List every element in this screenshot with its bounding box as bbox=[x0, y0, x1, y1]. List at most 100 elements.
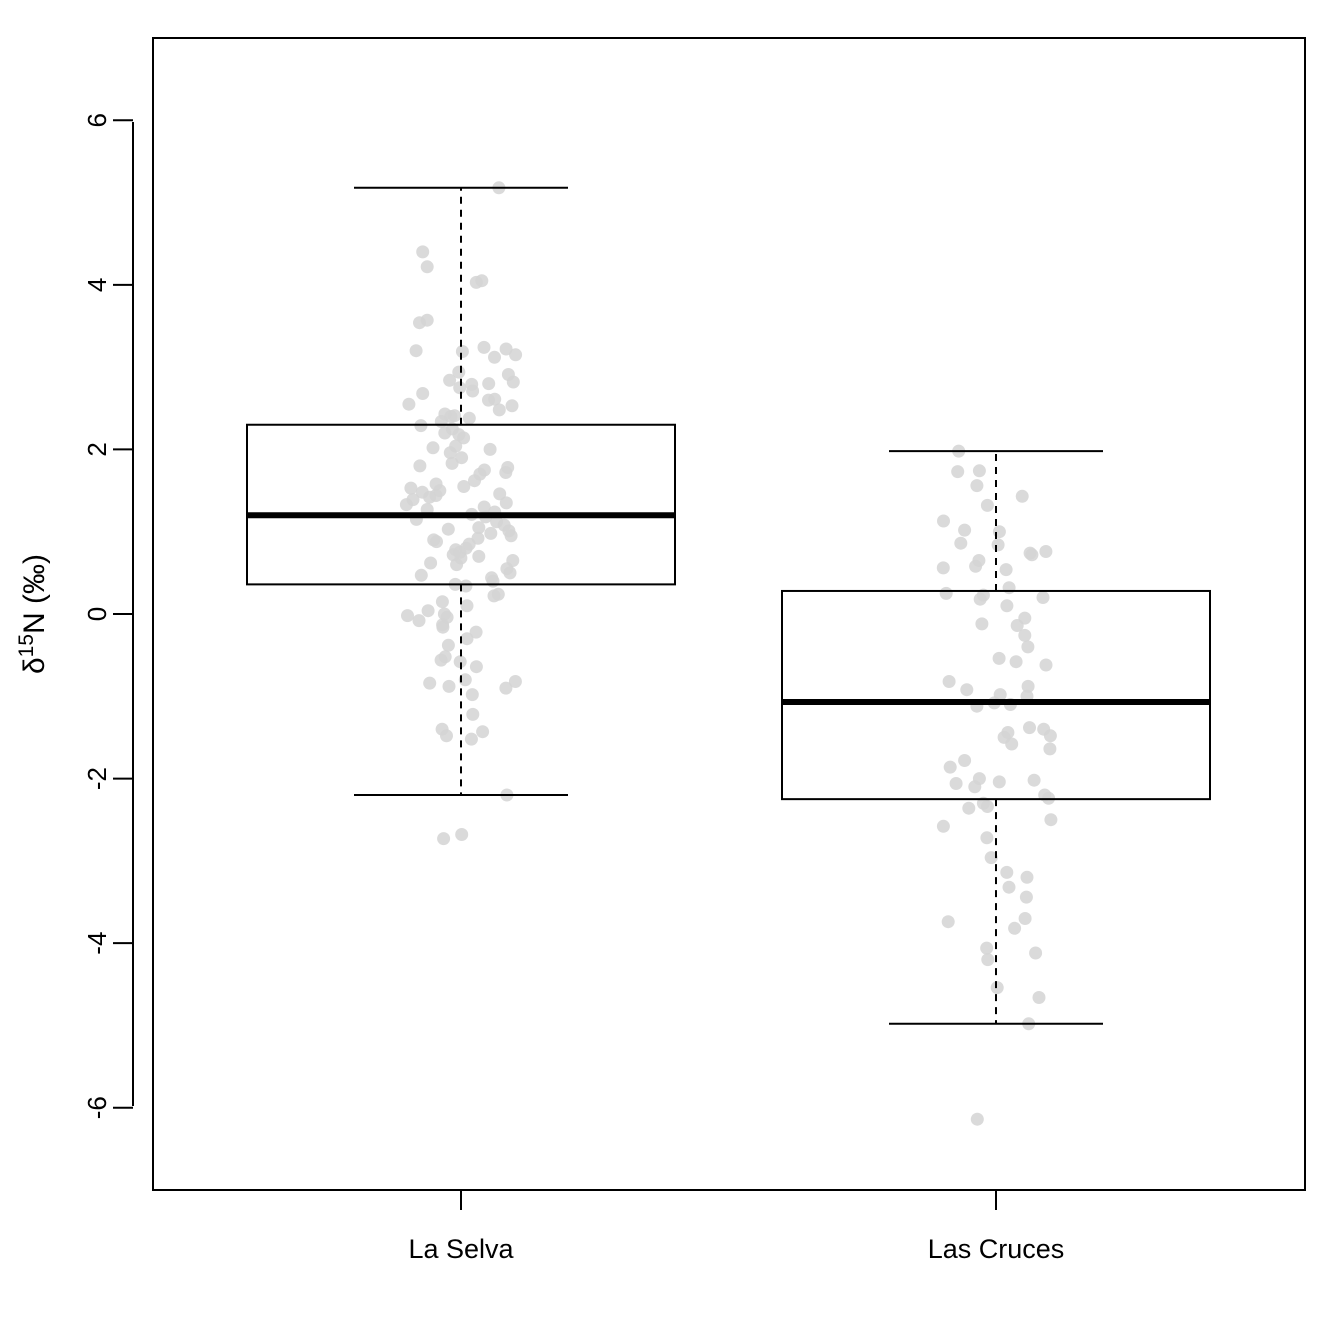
data-point bbox=[460, 632, 474, 646]
data-point bbox=[453, 381, 467, 395]
data-point bbox=[482, 393, 495, 407]
data-point bbox=[442, 679, 456, 693]
data-point bbox=[455, 451, 469, 465]
data-point bbox=[999, 563, 1013, 577]
data-point bbox=[1032, 991, 1046, 1004]
data-point bbox=[421, 604, 435, 618]
data-point bbox=[484, 526, 498, 540]
data-point bbox=[466, 384, 480, 398]
data-point bbox=[438, 426, 452, 440]
data-point bbox=[443, 373, 457, 387]
data-point bbox=[440, 729, 453, 743]
data-point bbox=[477, 340, 491, 354]
data-point bbox=[443, 446, 457, 460]
y-axis: -6 -4 -2 0 2 4 6 bbox=[82, 113, 134, 1119]
data-point bbox=[414, 568, 428, 582]
data-point bbox=[991, 538, 1005, 552]
data-point bbox=[1009, 655, 1023, 669]
data-point bbox=[441, 638, 455, 652]
data-point bbox=[424, 556, 438, 570]
data-point bbox=[508, 675, 522, 688]
data-point bbox=[936, 561, 950, 575]
box-group bbox=[781, 450, 1211, 1025]
data-point bbox=[980, 800, 994, 813]
y-tick-label: 0 bbox=[82, 607, 112, 621]
data-point bbox=[413, 316, 426, 330]
data-point bbox=[1015, 489, 1029, 503]
data-point bbox=[462, 411, 476, 425]
data-point bbox=[423, 676, 437, 690]
data-point bbox=[992, 775, 1006, 789]
y-tick-label: -6 bbox=[82, 1096, 112, 1119]
data-point bbox=[488, 350, 501, 364]
data-point bbox=[1043, 742, 1057, 756]
box-group bbox=[246, 186, 676, 797]
data-point bbox=[939, 586, 953, 600]
data-point bbox=[1023, 721, 1036, 735]
data-point bbox=[459, 579, 473, 593]
data-point bbox=[458, 673, 472, 687]
data-point bbox=[1010, 619, 1024, 632]
x-axis: La Selva Las Cruces bbox=[408, 1190, 1064, 1264]
data-point bbox=[506, 375, 520, 389]
data-point bbox=[992, 525, 1006, 539]
data-point bbox=[1029, 946, 1043, 960]
data-point bbox=[1021, 640, 1035, 654]
data-point bbox=[466, 707, 480, 721]
iqr-box bbox=[246, 423, 676, 586]
data-point bbox=[492, 403, 506, 417]
data-point bbox=[980, 498, 994, 512]
data-point bbox=[990, 981, 1004, 995]
data-point bbox=[426, 441, 440, 455]
data-point bbox=[420, 260, 434, 274]
data-point bbox=[958, 523, 972, 537]
data-point bbox=[937, 514, 950, 528]
data-point bbox=[472, 521, 486, 535]
y-axis-label-prefix: δ bbox=[18, 657, 51, 674]
data-point bbox=[453, 655, 467, 669]
points-layer bbox=[399, 181, 1058, 1126]
data-point bbox=[969, 559, 983, 573]
data-point bbox=[401, 609, 414, 623]
data-point bbox=[960, 683, 974, 697]
data-point bbox=[499, 466, 513, 479]
boxes-layer bbox=[246, 186, 1211, 1025]
data-point bbox=[450, 558, 464, 572]
data-point bbox=[435, 595, 449, 609]
data-point bbox=[499, 342, 513, 356]
data-point bbox=[1039, 658, 1053, 672]
data-point bbox=[962, 801, 976, 815]
data-point bbox=[404, 481, 418, 495]
data-point bbox=[457, 431, 471, 445]
data-point bbox=[444, 410, 458, 423]
data-point bbox=[1018, 628, 1032, 642]
data-point bbox=[951, 465, 965, 479]
data-point bbox=[954, 536, 968, 550]
data-point bbox=[452, 365, 466, 379]
y-axis-label-superscript: 15 bbox=[15, 634, 38, 657]
data-point bbox=[455, 345, 469, 358]
data-point bbox=[1008, 921, 1022, 935]
data-point bbox=[469, 625, 483, 639]
data-point bbox=[1018, 912, 1032, 925]
data-point bbox=[1019, 890, 1033, 904]
data-point bbox=[970, 479, 984, 493]
data-point bbox=[493, 487, 507, 501]
data-point bbox=[409, 344, 423, 358]
data-point bbox=[1036, 591, 1050, 604]
data-point bbox=[972, 464, 986, 478]
data-point bbox=[499, 681, 513, 695]
data-point bbox=[949, 777, 963, 790]
data-point bbox=[430, 535, 443, 549]
data-point bbox=[483, 442, 497, 456]
data-point bbox=[1039, 545, 1053, 558]
y-tick-label: -2 bbox=[82, 767, 112, 790]
data-point bbox=[1025, 548, 1039, 562]
y-axis-label-suffix: N (‰) bbox=[18, 554, 51, 634]
data-point bbox=[436, 620, 450, 634]
data-point bbox=[992, 651, 1006, 665]
data-point bbox=[416, 245, 430, 259]
data-point bbox=[958, 754, 972, 767]
data-point bbox=[464, 732, 478, 746]
